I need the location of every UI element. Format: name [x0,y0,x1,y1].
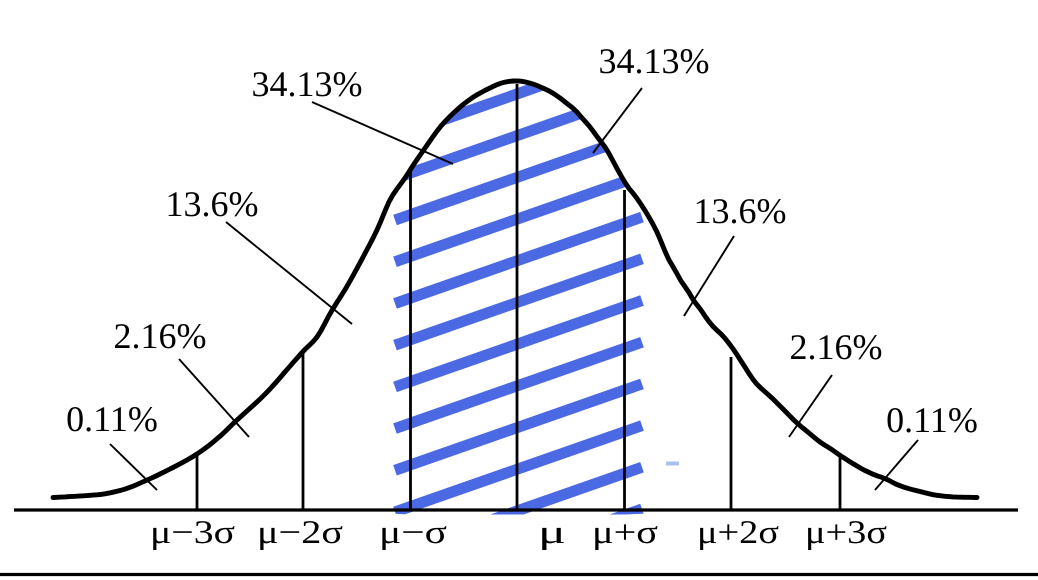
svg-text:0.11%: 0.11% [886,400,978,440]
svg-text:2.16%: 2.16% [114,316,207,356]
svg-text:μ−3σ: μ−3σ [150,515,235,551]
svg-text:0.11%: 0.11% [66,399,158,439]
svg-text:34.13%: 34.13% [599,41,710,81]
svg-text:13.6%: 13.6% [694,191,787,231]
svg-text:34.13%: 34.13% [252,64,363,104]
svg-text:μ−2σ: μ−2σ [257,515,343,551]
svg-text:μ+3σ: μ+3σ [805,515,887,551]
svg-text:μ+2σ: μ+2σ [697,515,779,551]
svg-text:2.16%: 2.16% [790,327,883,367]
svg-text:μ+σ: μ+σ [592,515,658,551]
svg-text:μ: μ [538,515,566,551]
svg-text:μ−σ: μ−σ [379,515,447,551]
svg-text:13.6%: 13.6% [166,184,259,224]
